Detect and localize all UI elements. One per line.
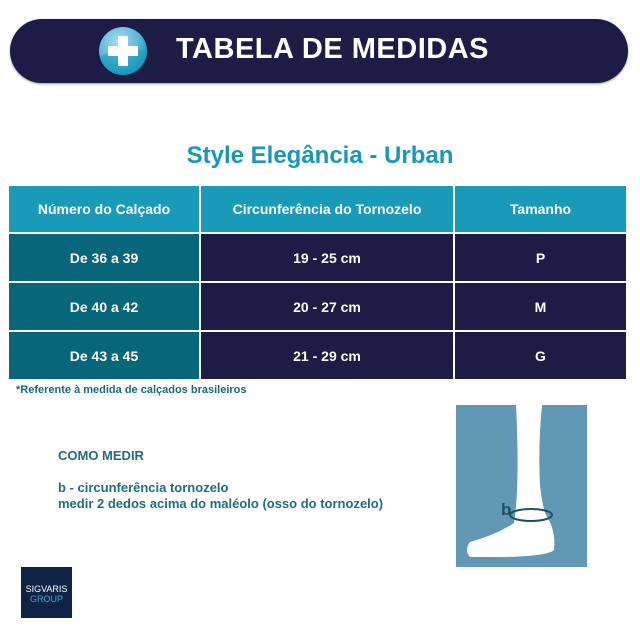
logo-text: SIGVARIS <box>25 584 68 594</box>
header-banner: TABELA DE MEDIDAS <box>10 19 628 83</box>
ankle-diagram: b <box>456 405 587 567</box>
leg-illustration <box>467 405 555 557</box>
column-header: Circunferência do Tornozelo <box>201 186 453 232</box>
measure-instruction-2: medir 2 dedos acima do maléolo (osso do … <box>58 496 384 511</box>
how-to-measure-heading: COMO MEDIR <box>58 448 144 463</box>
table-row: De 36 a 39 19 - 25 cm P <box>9 234 626 281</box>
plus-icon <box>99 27 147 75</box>
table-cell: De 40 a 42 <box>9 283 199 330</box>
footnote: *Referente à medida de calçados brasilei… <box>16 384 247 396</box>
table-cell: M <box>455 283 626 330</box>
table-cell: De 36 a 39 <box>9 234 199 281</box>
measure-point-label: b <box>501 500 512 519</box>
column-header: Tamanho <box>455 186 626 232</box>
column-header: Número do Calçado <box>9 186 199 232</box>
table-cell: 19 - 25 cm <box>201 234 453 281</box>
sigvaris-logo: SIGVARIS GROUP <box>21 567 72 618</box>
size-table: Número do Calçado Circunferência do Torn… <box>7 184 628 381</box>
table-header-row: Número do Calçado Circunferência do Torn… <box>9 186 626 232</box>
table-cell: P <box>455 234 626 281</box>
table-cell: 21 - 29 cm <box>201 332 453 379</box>
page-title: TABELA DE MEDIDAS <box>176 33 489 65</box>
table-cell: De 43 a 45 <box>9 332 199 379</box>
table-row: De 40 a 42 20 - 27 cm M <box>9 283 626 330</box>
table-row: De 43 a 45 21 - 29 cm G <box>9 332 626 379</box>
product-title: Style Elegância - Urban <box>186 142 454 169</box>
table-cell: 20 - 27 cm <box>201 283 453 330</box>
logo-subtext: GROUP <box>29 594 63 604</box>
measure-instruction-1: b - circunferência tornozelo <box>58 480 229 495</box>
table-cell: G <box>455 332 626 379</box>
